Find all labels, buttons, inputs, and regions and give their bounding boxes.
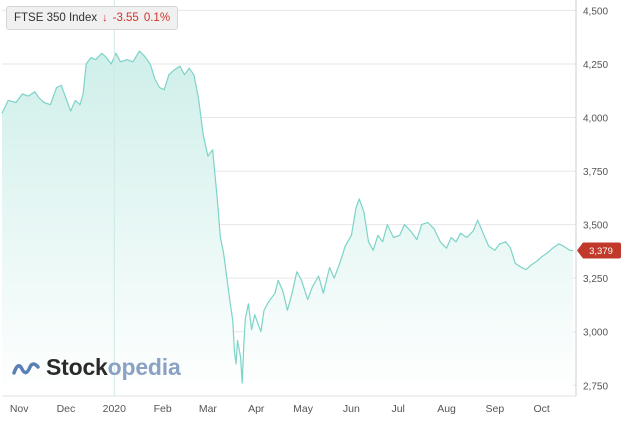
index-tooltip: FTSE 350 Index ↓ -3.55 0.1%	[6, 6, 179, 30]
x-tick-label: May	[293, 403, 314, 415]
logo-text-main: Stock	[46, 354, 108, 380]
series-area	[2, 51, 573, 396]
wave-logo-icon	[12, 361, 40, 375]
index-change: -3.55	[112, 12, 139, 24]
x-tick-label: Aug	[437, 403, 456, 415]
down-arrow-icon: ↓	[102, 12, 108, 24]
x-tick-label: Jul	[391, 403, 404, 415]
x-tick-label: Oct	[534, 403, 550, 415]
y-tick-label: 3,000	[583, 328, 608, 339]
y-tick-label: 4,000	[583, 114, 608, 125]
y-tick-label: 3,750	[583, 167, 608, 178]
x-tick-label: Jun	[343, 403, 360, 415]
y-tick-label: 4,250	[583, 60, 608, 71]
last-value-badge	[577, 242, 621, 259]
x-tick-label: Feb	[154, 403, 172, 415]
x-tick-label: Mar	[199, 403, 218, 415]
series-line	[1, 50, 573, 384]
logo-text: Stockopedia	[46, 354, 181, 381]
last-value-label: 3,379	[589, 246, 613, 257]
x-tick-label: Dec	[57, 403, 76, 415]
x-tick-label: Nov	[10, 403, 29, 415]
x-tick-label: Apr	[248, 403, 265, 415]
y-tick-label: 2,750	[583, 381, 608, 392]
index-change-percent: 0.1%	[143, 12, 171, 24]
y-tick-label: 4,500	[583, 6, 608, 17]
y-tick-label: 3,500	[583, 221, 608, 232]
y-tick-label: 3,250	[583, 274, 608, 285]
logo-text-accent: opedia	[107, 354, 181, 380]
stockopedia-logo: Stockopedia	[12, 354, 181, 381]
x-tick-label: 2020	[103, 403, 127, 415]
x-tick-label: Sep	[486, 403, 505, 415]
index-name: FTSE 350 Index	[14, 12, 98, 24]
